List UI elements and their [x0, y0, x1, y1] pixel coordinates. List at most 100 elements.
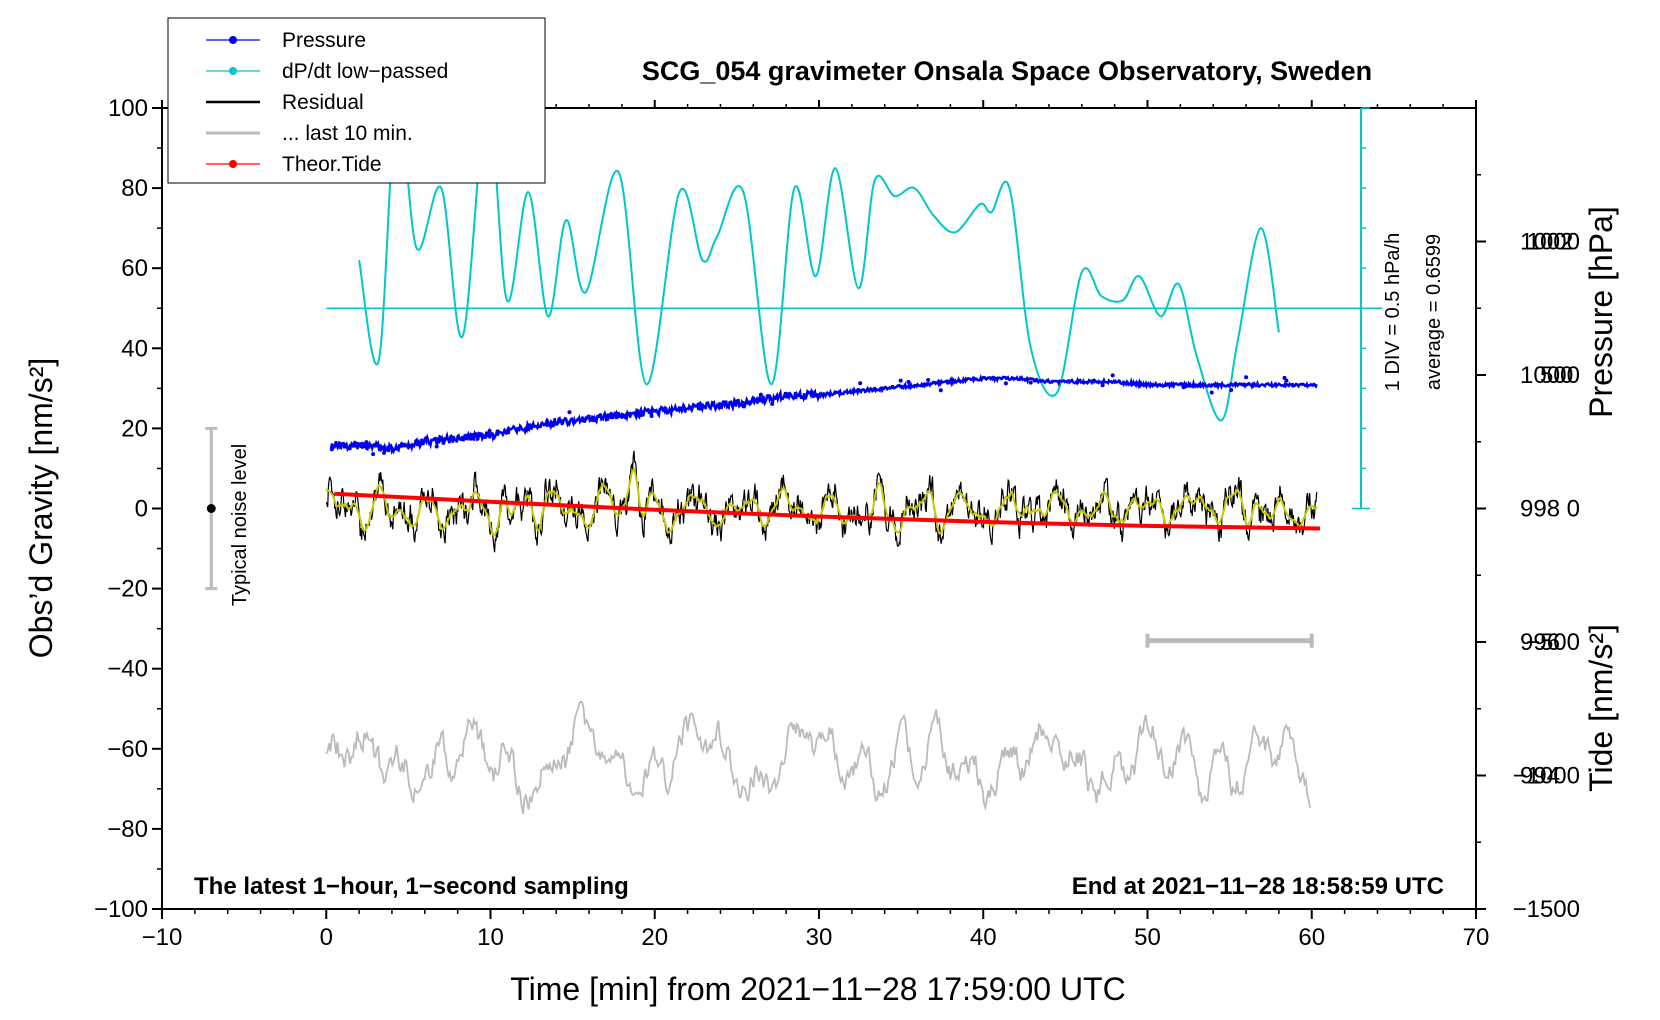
pressure-point	[770, 401, 775, 406]
pressure-point	[1181, 385, 1186, 390]
y-axis-label-left: Obs’d Gravity [nm/s²]	[23, 358, 59, 659]
y-tick-label: −60	[107, 736, 148, 763]
y-tick-label: 40	[121, 335, 148, 362]
y-axis-label-pressure: Pressure [hPa]	[1583, 206, 1619, 418]
y-tick-label: 80	[121, 175, 148, 202]
x-tick-label: 50	[1134, 924, 1161, 951]
pressure-point	[371, 452, 376, 457]
y-axis-ticks: 100 80 60 40 20 0 −20 −40 −60 −80 −100	[94, 95, 162, 923]
y-tick-label: −80	[107, 816, 148, 843]
y-tick-label: −100	[94, 896, 148, 923]
pressure-point	[620, 413, 625, 418]
pressure-point	[1282, 375, 1287, 380]
noise-level-label: Typical noise level	[229, 444, 251, 606]
tide-tick-label: −1000	[1513, 763, 1580, 790]
tide-tick-label: 1000	[1527, 229, 1580, 256]
chart-title: SCG_054 gravimeter Onsala Space Observat…	[642, 56, 1372, 86]
pressure-layer	[329, 373, 1318, 457]
pressure-point	[1028, 380, 1033, 385]
pressure-point	[329, 447, 334, 452]
pressure-point	[1244, 375, 1249, 380]
pressure-line	[329, 373, 1318, 456]
x-tick-label: 10	[477, 924, 504, 951]
pressure-point	[567, 410, 572, 415]
x-tick-label: 60	[1298, 924, 1325, 951]
pressure-point	[1291, 383, 1296, 388]
legend-label: Residual	[282, 91, 364, 114]
last10-layer	[325, 700, 1311, 815]
pressure-point	[382, 450, 387, 455]
pressure-point	[649, 408, 654, 413]
pressure-point	[688, 405, 693, 410]
pressure-point	[926, 378, 931, 383]
pressure-point	[649, 413, 654, 418]
tide-tick-label: −1500	[1513, 896, 1580, 923]
pressure-point	[487, 429, 492, 434]
pressure-tick-label: 1002	[1520, 229, 1573, 256]
pressure-point	[396, 445, 401, 450]
x-axis-ticks: −10 0 10 20 30 40 50 60 70	[142, 100, 1489, 951]
pressure-tick-label: 996	[1520, 629, 1560, 656]
footer-left-text: The latest 1−hour, 1−second sampling	[194, 873, 629, 900]
y-tick-label: 100	[108, 95, 148, 122]
pressure-point	[711, 402, 716, 407]
pressure-point	[741, 404, 746, 409]
pressure-tick-label: 1000	[1520, 362, 1573, 389]
x-tick-label: 40	[970, 924, 997, 951]
pressure-point	[858, 381, 863, 386]
pressure-axis-ticks: 1002 1000 998 996 994	[1476, 174, 1573, 843]
pressure-tick-label: 994	[1520, 763, 1560, 790]
legend-marker	[229, 36, 237, 44]
residual-layer	[325, 450, 1318, 553]
y-tick-label: −40	[107, 656, 148, 683]
legend: Pressure dP/dt low−passed Residual ... last…	[167, 17, 546, 184]
legend-box	[167, 17, 546, 184]
y-tick-label: 60	[121, 255, 148, 282]
pressure-point	[414, 439, 419, 444]
pressure-point	[1209, 390, 1214, 395]
last10-line	[325, 700, 1311, 815]
pressure-point	[1100, 383, 1105, 388]
pressure-point	[898, 378, 903, 383]
pressure-point	[758, 392, 763, 397]
pressure-point	[347, 446, 352, 451]
div-label: 1 DIV = 0.5 hPa/h	[1382, 233, 1404, 391]
footer-right-text: End at 2021−11−28 18:58:59 UTC	[1072, 873, 1444, 900]
pressure-point	[364, 440, 369, 445]
pressure-point	[1284, 378, 1289, 383]
residual-smoothed-line	[325, 466, 1318, 537]
x-axis-label: Time [min] from 2021−11−28 17:59:00 UTC	[510, 971, 1125, 1007]
x-tick-label: −10	[142, 924, 183, 951]
pressure-point	[1229, 388, 1234, 393]
legend-label: dP/dt low−passed	[282, 60, 448, 83]
pressure-tick-label: 998	[1520, 496, 1560, 523]
pressure-point	[938, 388, 943, 393]
pressure-point	[434, 444, 439, 449]
x-tick-label: 30	[806, 924, 833, 951]
tide-line	[334, 491, 1321, 531]
legend-marker	[229, 67, 237, 75]
pressure-point	[1110, 373, 1115, 378]
tide-tick-label: 500	[1540, 362, 1580, 389]
pressure-point	[1003, 381, 1008, 386]
bars-layer	[205, 426, 1314, 648]
pressure-point	[751, 396, 756, 401]
pressure-point	[442, 436, 447, 441]
tide-layer	[334, 491, 1321, 531]
tide-tick-label: −500	[1526, 629, 1580, 656]
y-tick-label: 20	[121, 415, 148, 442]
y-axis-label-tide: Tide [nm/s²]	[1583, 624, 1619, 792]
legend-label: Theor.Tide	[282, 153, 382, 176]
x-tick-label: 20	[641, 924, 668, 951]
legend-marker	[229, 160, 237, 168]
noise-bar-center	[206, 504, 216, 513]
legend-label: Pressure	[282, 29, 366, 52]
average-label: average = 0.6599	[1423, 234, 1445, 390]
y-tick-label: −20	[107, 576, 148, 603]
x-tick-label: 0	[320, 924, 333, 951]
pressure-point	[523, 427, 528, 432]
y-tick-label: 0	[135, 496, 148, 523]
legend-label: ... last 10 min.	[282, 122, 413, 145]
